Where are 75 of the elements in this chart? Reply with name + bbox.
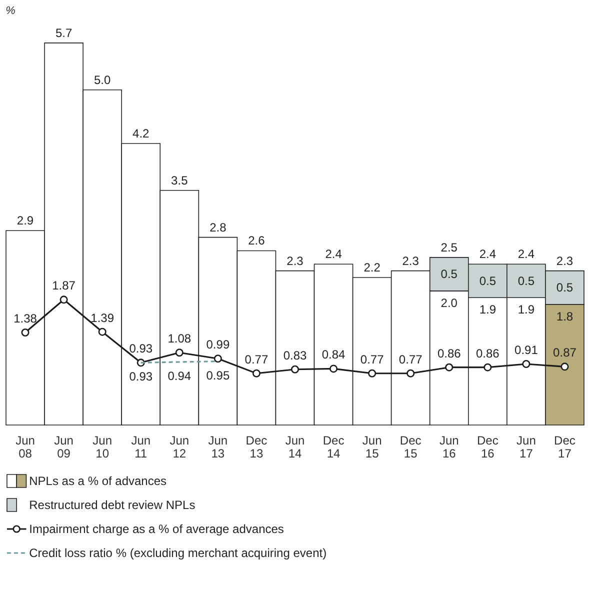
point	[214, 354, 222, 363]
data-label: 4.2	[132, 126, 150, 140]
data-label: 0.5	[440, 267, 458, 282]
data-label: 1.9	[479, 302, 496, 317]
total-label: 2.4	[479, 247, 496, 262]
data-label: 2.9	[16, 214, 34, 228]
data-label: 1.08	[168, 332, 192, 346]
x-tick-label: Dec 14	[322, 434, 344, 460]
y-axis-title: %	[6, 5, 16, 17]
legend-label: Restructured debt review NPLs	[29, 498, 196, 512]
x-tick-label: Jun 13	[208, 434, 228, 460]
data-label: 0.86	[437, 346, 462, 360]
data-label: 0.86	[476, 346, 500, 360]
x-tick-label: Jun 10	[92, 434, 112, 460]
data-label: 2.8	[210, 220, 227, 234]
legend-label: Credit loss ratio % (excluding merchant acquiring event)	[29, 546, 327, 560]
point	[368, 369, 376, 378]
data-label: 0.77	[244, 352, 268, 366]
total-label: 2.5	[440, 240, 458, 254]
data-label: 1.38	[14, 312, 38, 326]
data-label: 2.4	[325, 247, 342, 262]
point	[522, 360, 530, 368]
point	[21, 328, 30, 336]
point	[175, 348, 184, 357]
x-tick-label: Jun 17	[516, 434, 536, 460]
data-label: 1.87	[52, 278, 76, 293]
data-label: 0.77	[360, 352, 384, 366]
data-label: 5.7	[55, 26, 72, 40]
x-tick-label: Jun 08	[16, 434, 35, 460]
x-tick-label: Jun 11	[131, 434, 151, 460]
data-label: 2.3	[286, 254, 304, 268]
legend-label: Impairment charge as a % of average advances	[29, 522, 284, 536]
data-label: 0.91	[514, 343, 538, 357]
total-label: 2.4	[518, 247, 535, 262]
data-label: 0.93	[129, 342, 153, 356]
data-label: 0.5	[556, 280, 574, 295]
data-label: 2.2	[364, 260, 381, 275]
data-label: 2.3	[402, 254, 420, 268]
data-label: 0.5	[518, 274, 535, 288]
point	[330, 364, 338, 373]
data-label: 3.5	[171, 173, 188, 188]
data-label: 0.5	[479, 274, 496, 288]
point	[445, 363, 454, 372]
x-tick-label: Jun 16	[439, 434, 459, 460]
x-tick-label: Dec 17	[554, 434, 576, 460]
x-tick-label: Jun 12	[170, 434, 190, 460]
data-label: 0.94	[168, 368, 192, 383]
total-label: 2.3	[556, 254, 574, 268]
data-label: 1.9	[518, 302, 535, 317]
x-tick-label: Dec 13	[246, 434, 268, 460]
legend-label: NPLs as a % of advances	[29, 474, 167, 488]
point	[60, 296, 68, 304]
point	[406, 369, 415, 378]
data-label: 0.95	[206, 368, 230, 382]
point	[290, 365, 300, 374]
data-label: 0.87	[553, 346, 577, 360]
data-label: 5.0	[94, 72, 111, 87]
x-tick-label: Dec 15	[400, 434, 422, 460]
data-label: 0.84	[322, 348, 346, 362]
data-label: 0.83	[283, 348, 307, 362]
data-label: 1.39	[90, 310, 114, 325]
point	[252, 369, 260, 378]
data-label: 0.93	[129, 370, 153, 384]
data-label: 2.6	[248, 234, 266, 248]
point	[98, 328, 106, 336]
x-tick-label: Jun 14	[285, 434, 305, 460]
data-label: 2.0	[440, 296, 458, 310]
data-label: 0.99	[206, 338, 230, 352]
data-label: 0.77	[398, 352, 423, 366]
data-label: 1.8	[556, 309, 574, 324]
x-tick-label: Dec 16	[476, 434, 498, 460]
x-tick-label: Jun 09	[54, 434, 74, 460]
point	[484, 363, 492, 372]
point	[560, 362, 569, 371]
x-tick-label: Jun 15	[362, 434, 382, 460]
